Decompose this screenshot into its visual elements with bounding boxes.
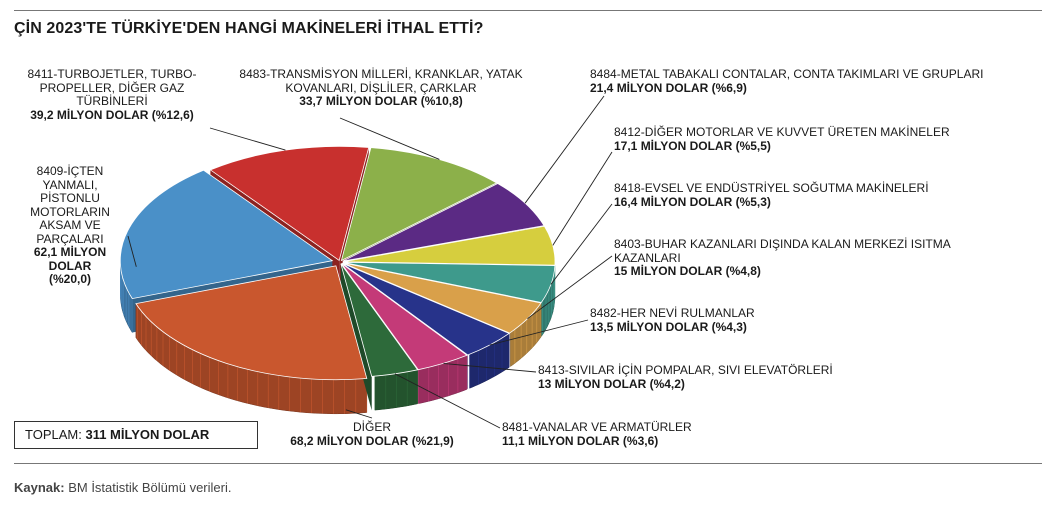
label-8413-value: 13 MİLYON DOLAR (%4,2) (538, 376, 685, 391)
leader-s8418 (550, 203, 613, 285)
slice-s8483 (340, 147, 498, 262)
slice-s8412 (342, 225, 556, 266)
leader-lines (127, 95, 613, 429)
leader-s8482 (489, 319, 589, 346)
slice-sdiger (135, 265, 368, 381)
label-8413: 8413-SIVILAR İÇİN POMPALAR, SIVI ELEVATÖ… (538, 363, 898, 391)
label-8412-name: 8412-DİĞER MOTORLAR VE KUVVET ÜRETEN MAK… (614, 125, 950, 139)
label-8409-name-1: 8409-İÇTEN (36, 164, 104, 178)
pie-top-layer (119, 146, 556, 381)
leader-s8481 (394, 373, 501, 429)
label-8418: 8418-EVSEL VE ENDÜSTRİYEL SOĞUTMA MAKİNE… (614, 181, 1034, 209)
label-8482-name: 8482-HER NEVİ RULMANLAR (590, 306, 755, 320)
label-8409-value-1: 62,1 MİLYON (33, 245, 107, 259)
leader-sdiger (345, 409, 373, 419)
label-8411-name-2: PROPELLER, DİĞER GAZ (39, 80, 185, 95)
label-8481: 8481-VANALAR VE ARMATÜRLER 11,1 MİLYON D… (502, 420, 802, 448)
bottom-rule (14, 463, 1042, 464)
label-8409-name-6: PARÇALARI (36, 231, 104, 246)
label-diger: DİĞER 68,2 MİLYON DOLAR (%21,9) (262, 420, 482, 448)
total-value: 311 MİLYON DOLAR (85, 427, 210, 442)
label-8412: 8412-DİĞER MOTORLAR VE KUVVET ÜRETEN MAK… (614, 125, 1034, 153)
label-8413-name: 8413-SIVILAR İÇİN POMPALAR, SIVI ELEVATÖ… (538, 363, 833, 377)
label-8409-name-5: AKSAM VE (39, 218, 101, 232)
label-8403: 8403-BUHAR KAZANLARI DIŞINDA KALAN MERKE… (614, 237, 1034, 279)
leader-s8409 (127, 235, 137, 267)
label-8484: 8484-METAL TABAKALI CONTALAR, CONTA TAKI… (590, 67, 1030, 95)
label-8482-value: 13,5 MİLYON DOLAR (%4,3) (590, 319, 747, 334)
leader-s8412 (552, 151, 613, 246)
label-8409-value-3: (%20,0) (48, 272, 92, 286)
label-8409-value-2: DOLAR (48, 258, 92, 273)
label-8412-value: 17,1 MİLYON DOLAR (%5,5) (614, 138, 771, 153)
label-8403-value: 15 MİLYON DOLAR (%4,8) (614, 264, 761, 278)
label-diger-value: 68,2 MİLYON DOLAR (%21,9) (290, 433, 454, 448)
label-8483-name-1: 8483-TRANSMİSYON MİLLERİ, KRANKLAR, YATA… (239, 67, 523, 81)
label-diger-name: DİĞER (352, 420, 391, 434)
total-box: TOPLAM: 311 MİLYON DOLAR (14, 421, 258, 449)
label-8484-name: 8484-METAL TABAKALI CONTALAR, CONTA TAKI… (590, 67, 984, 81)
label-8409-name-4: MOTORLARIN (30, 204, 110, 219)
label-8481-name: 8481-VANALAR VE ARMATÜRLER (502, 420, 692, 434)
leader-s8484 (524, 95, 605, 204)
slice-s8413 (341, 263, 468, 371)
leader-s8403 (527, 255, 613, 320)
label-8409: 8409-İÇTEN YANMALI, PİSTONLU MOTORLARIN … (14, 164, 126, 287)
slice-s8481 (340, 263, 419, 377)
leader-s8483 (339, 117, 440, 160)
source-text: BM İstatistik Bölümü verileri. (68, 480, 232, 495)
source-label: Kaynak: (14, 480, 65, 495)
label-8481-value: 11,1 MİLYON DOLAR (%3,6) (502, 433, 659, 448)
label-8483-name-2: KOVANLARI, DİŞLİLER, ÇARKLAR (285, 80, 477, 95)
label-8411-value: 39,2 MİLYON DOLAR (%12,6) (30, 107, 194, 122)
label-8403-name-1: 8403-BUHAR KAZANLARI DIŞINDA KALAN MERKE… (614, 237, 951, 251)
chart-title: ÇİN 2023'TE TÜRKİYE'DEN HANGİ MAKİNELERİ… (14, 20, 484, 37)
label-8409-name-3: PİSTONLU (40, 191, 100, 205)
source-note: Kaynak: BM İstatistik Bölümü verileri. (14, 480, 231, 495)
label-8418-value: 16,4 MİLYON DOLAR (%5,3) (614, 194, 771, 209)
label-8403-name-2: KAZANLARI (614, 250, 681, 265)
label-8411-name-1: 8411-TURBOJETLER, TURBO- (27, 67, 197, 81)
leader-s8413 (443, 362, 537, 373)
label-8409-name-2: YANMALI, (42, 177, 98, 192)
slice-s8484 (342, 183, 545, 262)
label-8418-name: 8418-EVSEL VE ENDÜSTRİYEL SOĞUTMA MAKİNE… (614, 181, 929, 195)
label-8483: 8483-TRANSMİSYON MİLLERİ, KRANKLAR, YATA… (222, 67, 540, 109)
slice-s8409 (119, 169, 334, 300)
label-8484-value: 21,4 MİLYON DOLAR (%6,9) (590, 80, 747, 95)
total-label: TOPLAM: (25, 427, 82, 442)
label-8482: 8482-HER NEVİ RULMANLAR 13,5 MİLYON DOLA… (590, 306, 890, 334)
top-rule (14, 10, 1042, 11)
leader-s8411 (209, 127, 286, 151)
label-8483-value: 33,7 MİLYON DOLAR (%10,8) (299, 94, 463, 108)
label-8411-name-3: TÜRBİNLERİ (76, 94, 148, 108)
label-8411: 8411-TURBOJETLER, TURBO- PROPELLER, DİĞE… (14, 67, 210, 122)
